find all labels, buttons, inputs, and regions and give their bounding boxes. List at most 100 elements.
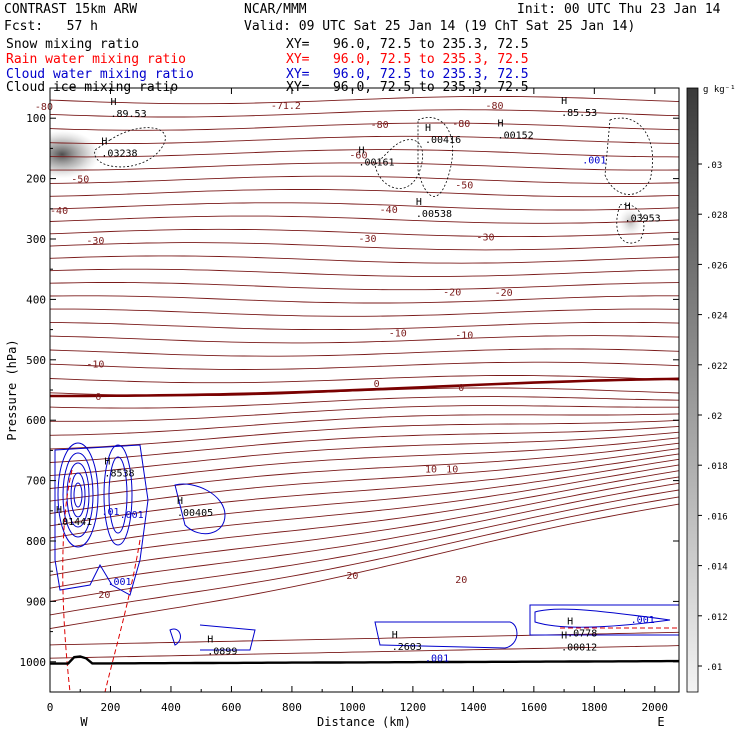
cloud-ice-contour xyxy=(374,139,424,189)
temperature-label: 0 xyxy=(374,379,380,390)
cloud-water-contour xyxy=(70,472,86,518)
temperature-label: -80 xyxy=(35,102,53,113)
temperature-label: 20 xyxy=(346,571,358,582)
y-tick-label: 600 xyxy=(26,414,46,427)
high-marker: H xyxy=(207,635,213,646)
temperature-label: -30 xyxy=(476,233,494,244)
temperature-isotherm xyxy=(50,437,679,489)
x-tick-label: 1600 xyxy=(521,701,548,714)
temperature-contours xyxy=(50,96,679,659)
colorbar-tick-label: .012 xyxy=(706,613,728,623)
high-marker: H xyxy=(392,630,398,641)
temperature-label: -30 xyxy=(86,236,104,247)
high-marker: H xyxy=(425,123,431,134)
y-tick-label: 200 xyxy=(26,173,46,186)
temperature-isotherm xyxy=(50,631,679,646)
east-label: E xyxy=(657,715,664,729)
temperature-isotherm xyxy=(50,135,679,145)
temperature-isotherm xyxy=(50,335,679,344)
high-marker: H xyxy=(177,496,183,507)
forecast-hour: Fcst: 57 h xyxy=(4,19,98,34)
temperature-isotherm xyxy=(50,503,679,630)
temperature-isotherm xyxy=(50,202,679,211)
temperature-isotherm xyxy=(50,425,679,463)
temperature-isotherm xyxy=(50,215,679,224)
rain-water-contours xyxy=(62,469,679,692)
temperature-isotherm xyxy=(50,268,679,277)
high-value-label: .00538 xyxy=(416,209,452,220)
field-cloud-water-label: Cloud water mixing ratio xyxy=(6,67,194,82)
y-tick-label: 700 xyxy=(26,475,46,488)
colorbar-tick-label: .02 xyxy=(706,412,722,422)
temperature-isotherm xyxy=(50,464,679,551)
cloud-water-contours xyxy=(54,442,679,651)
high-value-label: .00416 xyxy=(425,135,461,146)
high-value-label: .0899 xyxy=(207,647,237,658)
temperature-label: -40 xyxy=(380,205,398,216)
x-tick-label: 0 xyxy=(47,701,54,714)
x-axis-label: Distance (km) xyxy=(317,715,411,729)
high-value-label: .00161 xyxy=(358,158,394,169)
temperature-isotherm xyxy=(50,189,679,198)
temperature-label: -30 xyxy=(358,234,376,245)
temperature-isotherm xyxy=(50,282,679,291)
cloud-ice-contour xyxy=(94,127,166,168)
high-value-label: .00152 xyxy=(498,130,534,141)
x-tick-label: 200 xyxy=(101,701,121,714)
temperature-isotherm xyxy=(50,405,679,422)
field-snow-label: Snow mixing ratio xyxy=(6,37,140,52)
temperature-label: -20 xyxy=(495,288,513,299)
temperature-isotherm xyxy=(50,228,679,238)
temperature-isotherm xyxy=(50,448,679,514)
temperature-isotherm xyxy=(50,242,679,251)
colorbar-tick-label: .026 xyxy=(706,261,728,271)
colorbar-tick-label: .016 xyxy=(706,512,728,522)
high-value-label: .0778 xyxy=(567,629,597,640)
temperature-isotherm xyxy=(50,453,679,527)
x-tick-label: 800 xyxy=(282,701,302,714)
temperature-isotherm xyxy=(50,396,679,409)
high-marker: H xyxy=(561,96,567,107)
high-value-label: .85.53 xyxy=(561,108,597,119)
cloud-water-contour xyxy=(169,628,181,646)
cloud-water-contour xyxy=(73,482,83,508)
cloud-ice-contour xyxy=(417,117,454,197)
colorbar-tick-label: .022 xyxy=(706,362,728,372)
snow-shading xyxy=(50,130,643,237)
temperature-isotherm xyxy=(50,109,679,118)
cloud-water-label: .001 xyxy=(120,510,144,521)
temperature-label: 0 xyxy=(95,392,101,403)
cloud-water-contour xyxy=(57,442,99,548)
zero-degree-isotherm xyxy=(50,377,679,398)
high-value-label: .2603 xyxy=(392,642,422,653)
y-axis-label: Pressure (hPa) xyxy=(5,339,19,440)
cloud-ice-contour xyxy=(604,117,653,195)
x-tick-label: 2000 xyxy=(642,701,669,714)
high-marker: H xyxy=(567,617,573,628)
terrain-surface xyxy=(50,655,679,665)
colorbar-tick-label: .024 xyxy=(706,312,728,322)
x-tick-label: 1200 xyxy=(400,701,427,714)
cloud-ice-contours xyxy=(94,117,653,244)
y-tick-label: 100 xyxy=(26,112,46,125)
high-marker: H xyxy=(416,197,422,208)
high-marker: H xyxy=(110,97,116,108)
temperature-isotherm xyxy=(50,361,679,370)
y-tick-label: 900 xyxy=(26,595,46,608)
temperature-label: -40 xyxy=(50,206,68,217)
axes: 0 200 400 600 800 1000 1200 1400 1600 1800 2000100… xyxy=(20,87,679,714)
y-tick-label: 400 xyxy=(26,293,46,306)
colorbar xyxy=(686,87,699,693)
x-tick-label: 1800 xyxy=(581,701,608,714)
temperature-label: -10 xyxy=(86,359,104,370)
cloud-water-label: .001 xyxy=(631,615,655,626)
terrain-line xyxy=(50,655,679,665)
colorbar-tick-label: .014 xyxy=(706,563,728,573)
cloud-water-label: .001 xyxy=(582,155,606,166)
cloud-water-contour xyxy=(529,604,679,636)
high-value-label: .03953 xyxy=(625,214,661,225)
cloud-water-contour xyxy=(199,624,256,651)
snow-max-blob xyxy=(50,130,101,179)
field-snow-xy: XY= 96.0, 72.5 to 235.3, 72.5 xyxy=(286,37,529,52)
